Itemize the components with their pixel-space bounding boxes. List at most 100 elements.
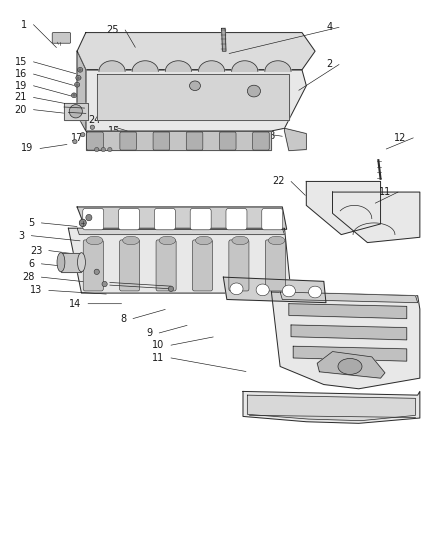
Polygon shape — [243, 391, 420, 423]
Polygon shape — [77, 51, 86, 128]
Ellipse shape — [73, 140, 77, 144]
FancyBboxPatch shape — [52, 33, 71, 43]
Text: 11: 11 — [152, 353, 164, 363]
Text: 13: 13 — [30, 286, 42, 295]
Text: 12: 12 — [394, 133, 407, 143]
Ellipse shape — [81, 133, 85, 137]
FancyBboxPatch shape — [154, 208, 175, 230]
FancyBboxPatch shape — [226, 208, 247, 230]
Text: 28: 28 — [22, 272, 35, 282]
Ellipse shape — [195, 236, 212, 245]
Ellipse shape — [247, 85, 261, 97]
Polygon shape — [280, 292, 418, 303]
FancyBboxPatch shape — [83, 208, 104, 230]
Text: 4: 4 — [326, 22, 332, 33]
Polygon shape — [86, 70, 306, 131]
Ellipse shape — [338, 359, 362, 374]
Polygon shape — [77, 33, 315, 70]
Text: 21: 21 — [14, 92, 27, 102]
Ellipse shape — [232, 236, 248, 245]
Text: 6: 6 — [28, 259, 35, 269]
Polygon shape — [332, 192, 420, 243]
FancyBboxPatch shape — [192, 240, 212, 291]
FancyBboxPatch shape — [186, 132, 203, 150]
Text: 19: 19 — [21, 143, 33, 154]
Ellipse shape — [159, 236, 176, 245]
Polygon shape — [306, 181, 381, 235]
Text: 1: 1 — [21, 20, 27, 30]
Ellipse shape — [76, 75, 81, 80]
Ellipse shape — [74, 82, 80, 87]
FancyBboxPatch shape — [153, 132, 170, 150]
Text: 17: 17 — [71, 133, 84, 143]
Polygon shape — [64, 103, 88, 120]
Polygon shape — [77, 228, 285, 235]
Ellipse shape — [57, 253, 65, 272]
Polygon shape — [132, 61, 158, 71]
Ellipse shape — [256, 284, 269, 296]
Text: 22: 22 — [272, 176, 285, 187]
Ellipse shape — [168, 286, 173, 292]
Polygon shape — [198, 61, 225, 71]
Ellipse shape — [86, 214, 92, 221]
Text: 25: 25 — [106, 25, 119, 35]
Ellipse shape — [190, 81, 201, 91]
Text: 16: 16 — [14, 69, 27, 79]
Ellipse shape — [308, 286, 321, 298]
Text: 11: 11 — [379, 187, 392, 197]
Text: 8: 8 — [120, 313, 127, 324]
Ellipse shape — [95, 148, 99, 152]
Text: 10: 10 — [152, 340, 164, 350]
FancyBboxPatch shape — [253, 132, 269, 150]
Polygon shape — [222, 28, 226, 51]
Text: 5: 5 — [28, 218, 35, 228]
FancyBboxPatch shape — [119, 208, 140, 230]
Polygon shape — [272, 292, 420, 389]
Ellipse shape — [69, 104, 82, 118]
Text: 15: 15 — [14, 57, 27, 67]
Polygon shape — [293, 346, 407, 361]
FancyBboxPatch shape — [83, 240, 103, 291]
FancyBboxPatch shape — [156, 240, 176, 291]
Polygon shape — [289, 304, 407, 319]
Text: 20: 20 — [14, 104, 27, 115]
Ellipse shape — [101, 148, 106, 152]
FancyBboxPatch shape — [190, 208, 211, 230]
Text: 9: 9 — [146, 328, 152, 338]
Polygon shape — [97, 74, 289, 120]
Polygon shape — [99, 61, 125, 71]
Text: 15: 15 — [108, 126, 121, 136]
Polygon shape — [223, 277, 326, 303]
Polygon shape — [291, 325, 407, 340]
Text: 19: 19 — [14, 81, 27, 91]
Ellipse shape — [123, 236, 139, 245]
Ellipse shape — [102, 281, 107, 287]
Ellipse shape — [283, 285, 295, 297]
Polygon shape — [77, 51, 86, 131]
Polygon shape — [86, 131, 272, 150]
Polygon shape — [232, 61, 258, 71]
Ellipse shape — [268, 236, 285, 245]
Ellipse shape — [78, 67, 83, 72]
Ellipse shape — [94, 269, 99, 274]
Polygon shape — [317, 352, 385, 378]
Ellipse shape — [86, 236, 103, 245]
Polygon shape — [68, 228, 291, 293]
Ellipse shape — [90, 125, 95, 130]
Text: 2: 2 — [326, 60, 332, 69]
FancyBboxPatch shape — [219, 132, 236, 150]
Ellipse shape — [71, 93, 77, 98]
Text: 14: 14 — [69, 298, 81, 309]
FancyBboxPatch shape — [265, 240, 286, 291]
Text: 18: 18 — [264, 131, 276, 141]
FancyBboxPatch shape — [262, 208, 283, 230]
FancyBboxPatch shape — [229, 240, 249, 291]
Polygon shape — [285, 128, 306, 151]
Ellipse shape — [230, 283, 243, 295]
Text: 23: 23 — [30, 246, 42, 255]
FancyBboxPatch shape — [120, 240, 140, 291]
Ellipse shape — [78, 253, 85, 272]
Polygon shape — [265, 61, 291, 71]
Ellipse shape — [108, 148, 112, 152]
Polygon shape — [165, 61, 191, 71]
